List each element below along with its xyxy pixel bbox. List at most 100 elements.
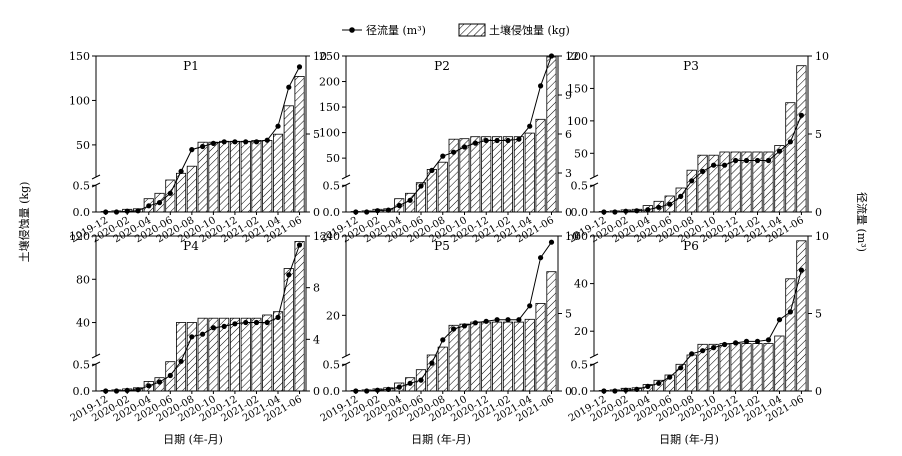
left-tick-label: 20 (574, 325, 588, 338)
runoff-point (221, 139, 227, 145)
legend: 径流量 (m³) 土壤侵蚀量 (kg) (342, 23, 570, 37)
soil-bar (219, 317, 230, 392)
left-tick-label: 60 (574, 230, 588, 243)
left-tick-label: 0.5 (73, 358, 91, 371)
chart-panels: 0.00.5501001500510P12019-122020-022020-0… (69, 50, 829, 424)
soil-bar (437, 346, 448, 392)
soil-bar (262, 314, 273, 392)
runoff-point (296, 64, 303, 70)
soil-bar (219, 140, 230, 213)
left-tick-label: 20 (326, 309, 340, 322)
right-y-axis-label: 径流量 (m³) (855, 192, 869, 252)
runoff-point (461, 144, 468, 150)
soil-bar (197, 141, 208, 213)
left-tick-label: 0.5 (73, 179, 91, 192)
panel-title: P2 (434, 59, 450, 73)
panel-p4: 0.00.5408012004812P42019-122020-022020-0… (69, 230, 327, 424)
left-tick-label: 0.0 (73, 206, 91, 219)
left-tick-label: 80 (76, 273, 90, 286)
soil-bar (272, 311, 284, 392)
runoff-point (451, 326, 457, 332)
runoff-point (765, 157, 772, 164)
right-tick-label: 5 (815, 308, 822, 321)
runoff-point (296, 242, 303, 248)
right-tick-label: 0 (815, 385, 822, 398)
panel-title: P3 (683, 59, 699, 73)
left-tick-label: 0.0 (571, 385, 589, 398)
runoff-point (623, 387, 629, 393)
right-tick-label: 12 (565, 50, 579, 63)
runoff-point (711, 345, 717, 351)
soil-bar (719, 343, 730, 392)
runoff-point (440, 153, 446, 159)
runoff-point (678, 365, 684, 371)
soil-bar (524, 132, 535, 213)
soil-bar (251, 139, 262, 213)
panel-title: P6 (683, 239, 699, 253)
runoff-point (494, 137, 500, 144)
runoff-point (667, 374, 673, 380)
runoff-point (733, 340, 739, 346)
left-tick-label: 200 (567, 50, 588, 63)
soil-bar (251, 317, 262, 392)
left-tick-label: 150 (69, 50, 90, 63)
left-tick-label: 50 (574, 147, 588, 160)
soil-bar (481, 136, 492, 213)
runoff-point (364, 209, 370, 215)
left-tick-label: 0.5 (571, 179, 589, 192)
soil-bar (283, 105, 294, 213)
soil-bar (697, 154, 708, 213)
x-axis-label-col1: 日期 (年-月) (163, 432, 223, 446)
right-tick-label: 5 (313, 128, 320, 141)
runoff-point (429, 167, 435, 173)
runoff-point (156, 379, 163, 385)
axis-break-mark (589, 174, 599, 180)
soil-bar (240, 140, 251, 213)
runoff-point (124, 387, 130, 393)
runoff-point (286, 84, 292, 90)
legend-runoff-marker (349, 27, 355, 33)
soil-bar (240, 317, 251, 392)
runoff-point (538, 255, 544, 261)
runoff-point (189, 147, 195, 153)
panel-title: P4 (183, 239, 199, 253)
axis-break-mark (91, 353, 101, 359)
runoff-point (221, 323, 227, 329)
soil-bar (426, 354, 437, 392)
runoff-point (124, 208, 130, 214)
legend-runoff-label: 径流量 (m³) (366, 23, 426, 37)
runoff-point (113, 209, 120, 215)
left-tick-label: 100 (567, 115, 588, 128)
runoff-point (156, 200, 163, 206)
runoff-point (689, 351, 695, 357)
soil-bar (272, 133, 284, 213)
runoff-point (210, 325, 216, 331)
runoff-point (678, 193, 684, 199)
runoff-point (743, 338, 750, 344)
soil-bar (730, 343, 741, 392)
right-tick-label: 0 (313, 206, 320, 219)
soil-bar (491, 136, 503, 213)
left-tick-label: 100 (319, 127, 340, 140)
right-tick-label: 5 (565, 308, 572, 321)
runoff-point (472, 320, 478, 326)
right-tick-label: 10 (565, 230, 579, 243)
runoff-point (483, 318, 489, 324)
runoff-point (374, 387, 381, 393)
soil-bar (448, 324, 459, 392)
soil-bar (502, 321, 513, 392)
runoff-point (656, 380, 662, 386)
runoff-point (243, 139, 249, 145)
runoff-point (264, 319, 270, 326)
runoff-point (243, 319, 249, 326)
left-tick-label: 150 (567, 82, 588, 95)
runoff-point (364, 388, 370, 394)
runoff-point (548, 239, 555, 245)
runoff-point (232, 139, 238, 145)
runoff-point (264, 137, 270, 143)
soil-bar (175, 322, 187, 392)
axis-break-mark (341, 174, 351, 180)
runoff-point (483, 137, 489, 144)
runoff-point (167, 372, 173, 379)
runoff-point (275, 314, 281, 320)
